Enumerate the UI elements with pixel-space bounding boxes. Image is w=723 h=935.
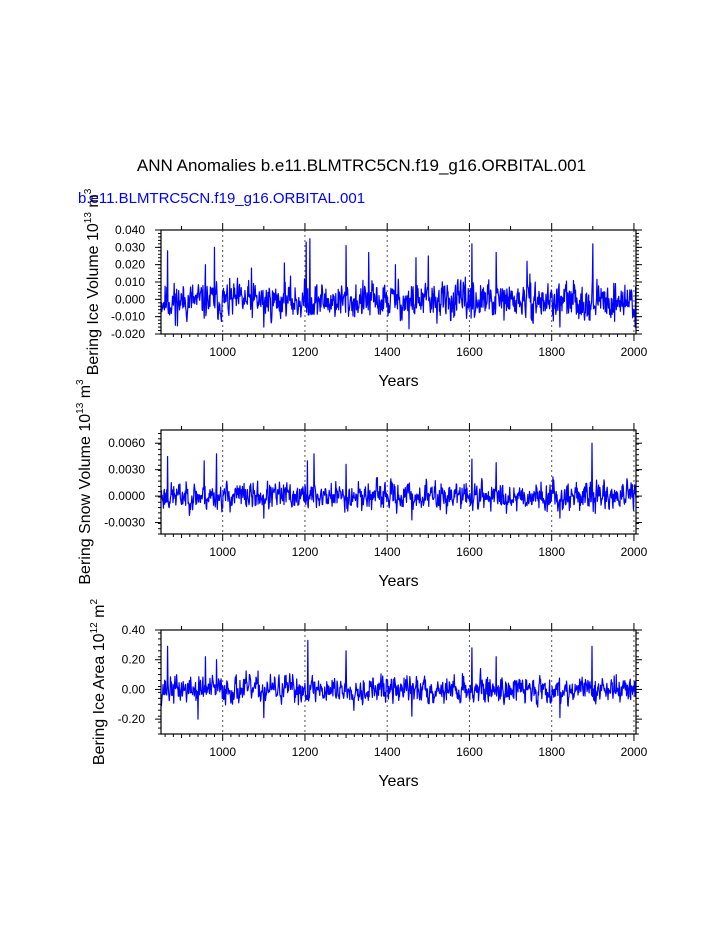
y-tick-label: 0.000 xyxy=(115,292,145,306)
y-tick-label: -0.010 xyxy=(111,310,145,324)
y-axis-label: Bering Ice Volume 1013 m3 xyxy=(83,188,102,375)
x-tick-label: 2000 xyxy=(621,345,648,359)
chart-title: ANN Anomalies b.e11.BLMTRC5CN.f19_g16.OR… xyxy=(136,156,587,175)
y-tick-label: 0.0060 xyxy=(108,436,145,450)
y-axis-label-exp2: 2 xyxy=(89,599,100,605)
series-line-bering-ice-area xyxy=(160,639,637,720)
y-axis-label-unit: m xyxy=(77,385,94,403)
plot-frame xyxy=(160,629,637,735)
y-tick-label: 0.020 xyxy=(115,258,145,272)
x-tick-label: 1200 xyxy=(292,345,319,359)
chart-panel-2: 1000 1200 1400 1600 1800 2000 -0.0030 0.0000 0.0… xyxy=(75,379,648,590)
y-tick-label: 0.0030 xyxy=(108,463,145,477)
series-line-bering-snow-volume xyxy=(160,442,637,521)
y-tick-label: -0.0030 xyxy=(104,516,145,530)
y-axis-label-exp2: 3 xyxy=(75,379,86,385)
x-tick-label: 1800 xyxy=(538,545,565,559)
y-tick-label: -0.020 xyxy=(111,327,145,341)
y-tick-label: 0.40 xyxy=(122,623,146,637)
x-tick-label: 1000 xyxy=(209,545,236,559)
x-tick-label: 1200 xyxy=(292,745,319,759)
x-tick-label: 1200 xyxy=(292,545,319,559)
x-tick-label: 1800 xyxy=(538,745,565,759)
y-axis-label-unit: m xyxy=(91,605,108,623)
chart-subtitle: b.e11.BLMTRC5CN.f19_g16.ORBITAL.001 xyxy=(78,190,366,207)
chart-panel-1: 1000 1200 1400 1600 1800 2000 -0.020 -0.010 0.00… xyxy=(83,188,648,390)
x-tick-label: 1400 xyxy=(374,545,401,559)
y-axis-label-main: Bering Ice Area 10 xyxy=(91,633,108,765)
chart-panel-3: 1000 1200 1400 1600 1800 2000 -0.20 0.00 0.20 0.4… xyxy=(89,599,648,790)
x-tick-label: 1600 xyxy=(456,745,483,759)
y-axis-label: Bering Ice Area 1012 m2 xyxy=(89,599,108,766)
x-axis-label: Years xyxy=(378,373,418,390)
x-tick-label: 2000 xyxy=(621,545,648,559)
x-tick-label: 1400 xyxy=(374,345,401,359)
y-tick-label: 0.0000 xyxy=(108,489,145,503)
y-tick-label: 0.00 xyxy=(122,682,146,696)
y-axis-label-main: Bering Snow Volume 10 xyxy=(77,414,94,585)
y-axis-label-exp: 12 xyxy=(89,622,100,634)
y-tick-label: 0.030 xyxy=(115,240,145,254)
x-tick-label: 2000 xyxy=(621,745,648,759)
x-tick-label: 1600 xyxy=(456,345,483,359)
y-tick-label: 0.040 xyxy=(115,223,145,237)
y-axis-label: Bering Snow Volume 1013 m3 xyxy=(75,379,94,585)
x-axis-label: Years xyxy=(378,773,418,790)
y-axis-label-main: Bering Ice Volume 10 xyxy=(85,223,102,375)
x-tick-label: 1000 xyxy=(209,745,236,759)
x-tick-label: 1800 xyxy=(538,345,565,359)
y-axis-label-exp2: 3 xyxy=(83,188,94,194)
x-axis-label: Years xyxy=(378,573,418,590)
x-tick-label: 1000 xyxy=(209,345,236,359)
y-axis-label-exp: 13 xyxy=(83,212,94,224)
x-tick-label: 1600 xyxy=(456,545,483,559)
y-axis-label-unit: m xyxy=(85,194,102,212)
x-tick-label: 1400 xyxy=(374,745,401,759)
y-tick-label: 0.010 xyxy=(115,275,145,289)
y-tick-label: -0.20 xyxy=(118,712,146,726)
series-line-bering-ice-volume xyxy=(160,238,637,330)
y-tick-label: 0.20 xyxy=(122,653,146,667)
plot-frame xyxy=(160,429,637,535)
y-axis-label-exp: 13 xyxy=(75,402,86,414)
